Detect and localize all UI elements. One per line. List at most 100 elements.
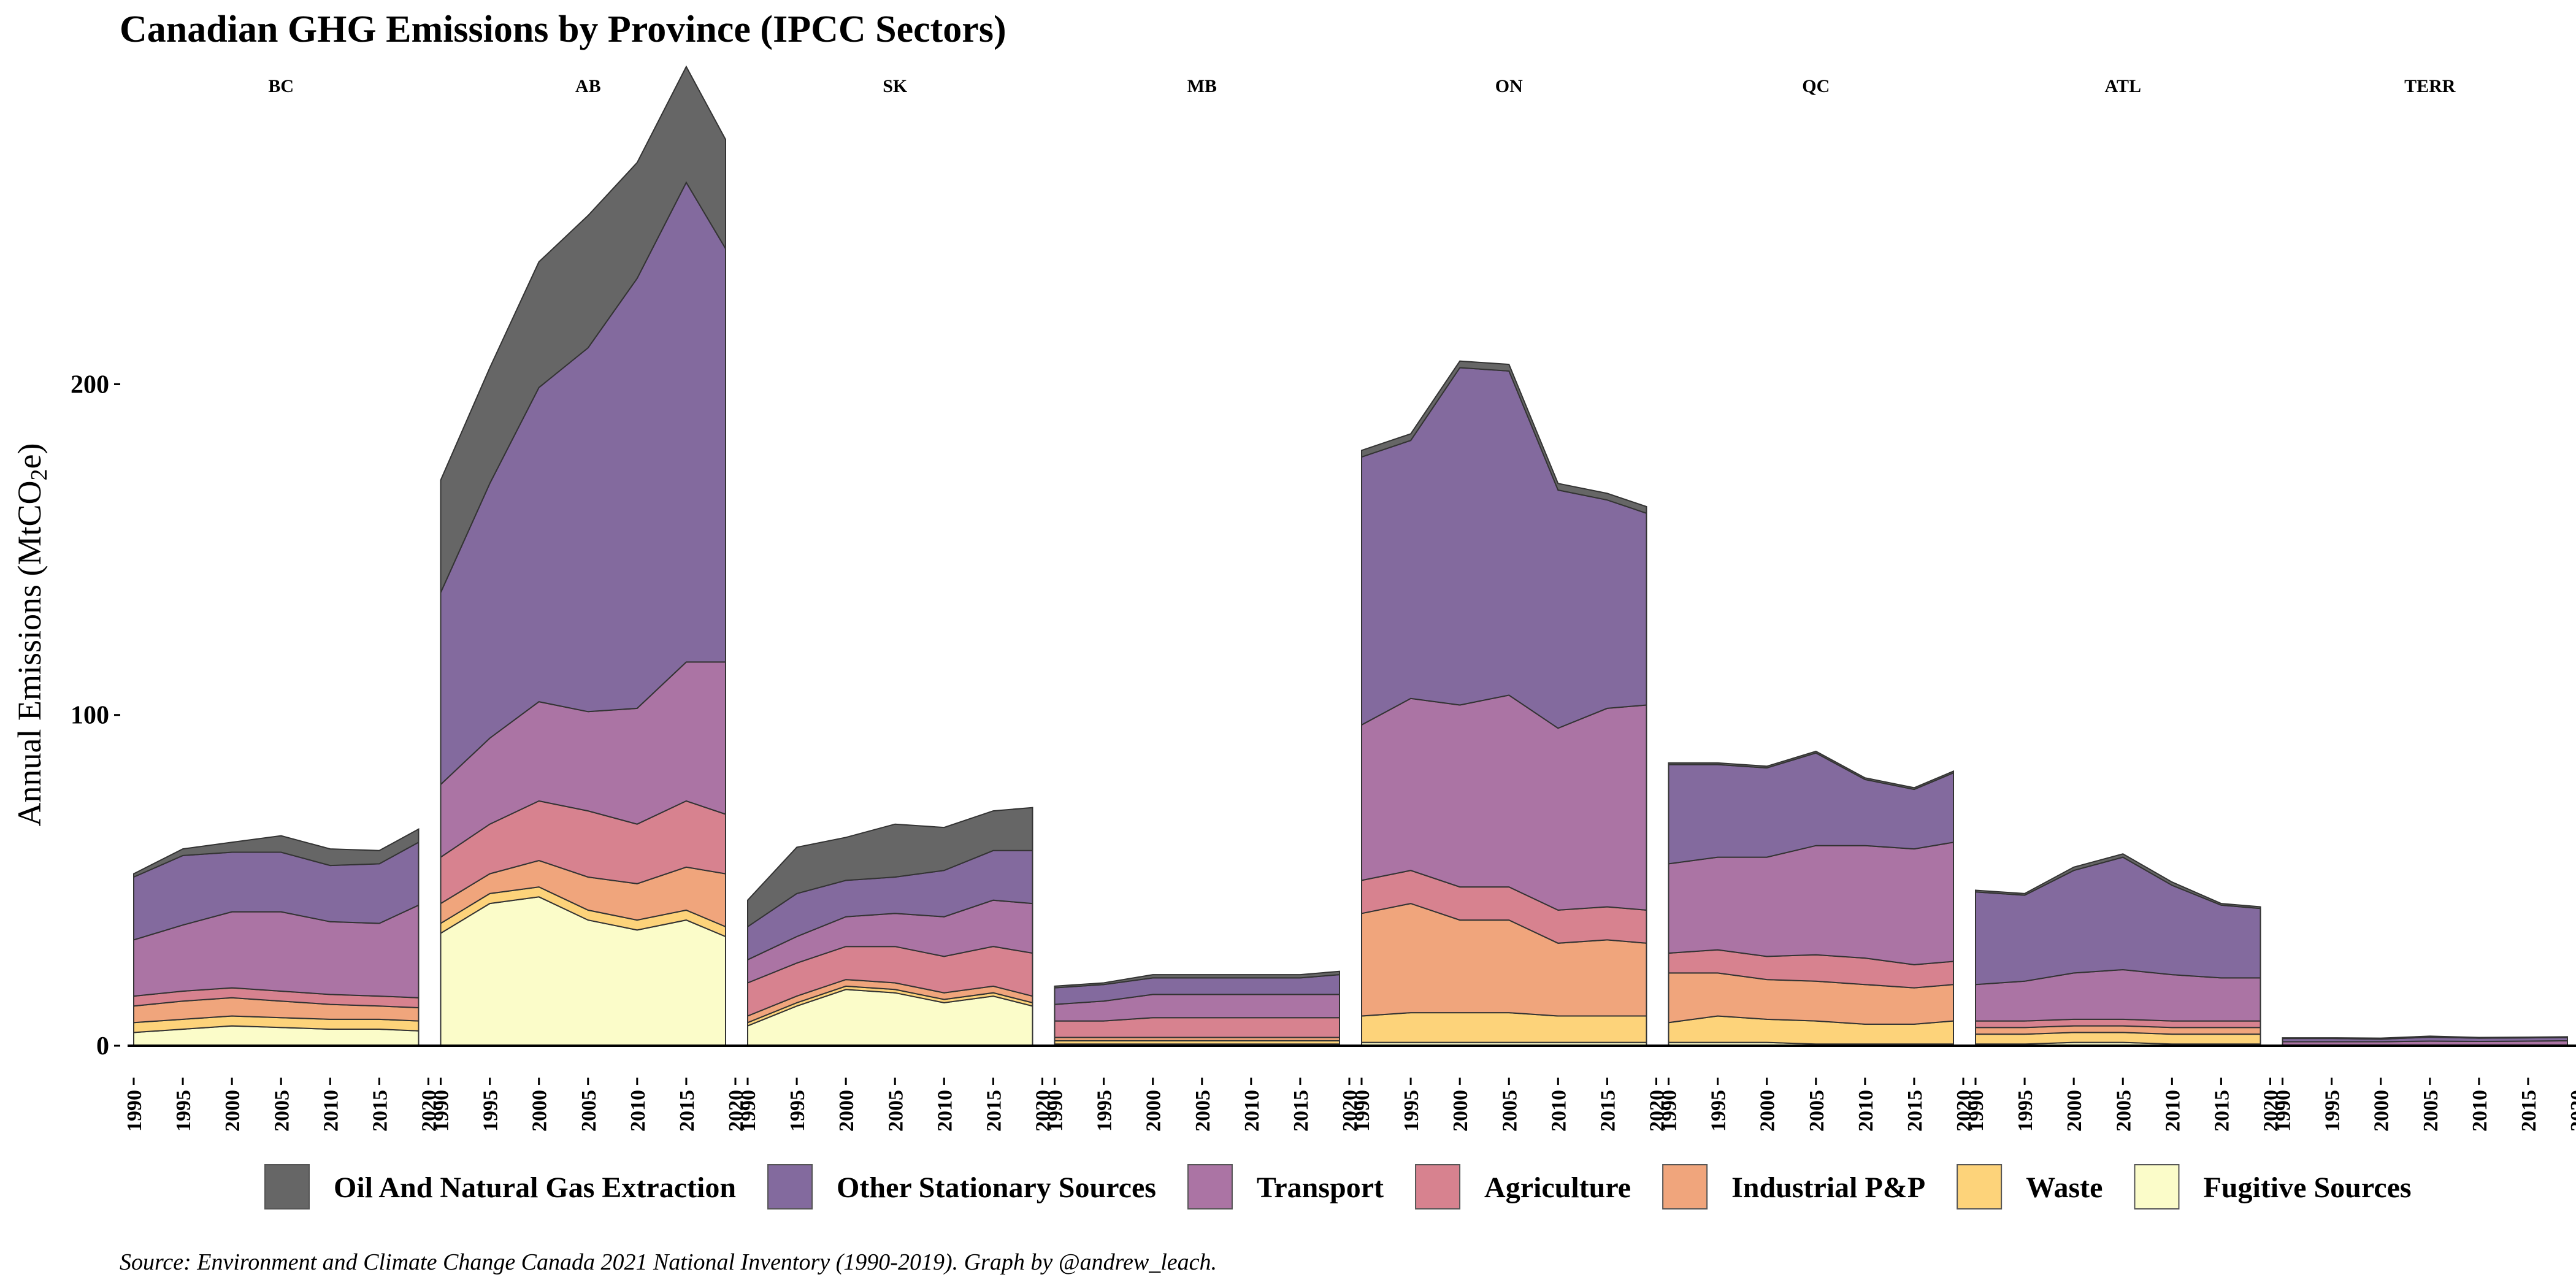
facet-label: BC	[268, 76, 294, 96]
facet-on: ON 1990 1995 2000 2005 2010 2015 2020	[1351, 76, 1669, 1132]
facet-bc: BC 1990 1995 2000 2005 2010 2015 2020	[123, 76, 441, 1132]
x-tick-label: 1990	[1965, 1090, 1988, 1132]
x-tick-label: 2020	[2260, 1090, 2283, 1132]
facet-label: TERR	[2404, 76, 2456, 96]
area-oil-and-natural-gas-extraction	[1668, 750, 1954, 791]
legend-swatch	[2134, 1164, 2180, 1209]
x-tick-label: 1995	[1094, 1090, 1116, 1132]
facet-terr: TERR 1990 1995 2000 2005 2010 2015 2020	[2272, 76, 2576, 1132]
x-tick-label: 2005	[884, 1090, 907, 1132]
x-tick-label: 2015	[1904, 1090, 1926, 1132]
x-tick-label: 2010	[1855, 1090, 1877, 1132]
y-axis-label-main: Annual Emissions (MtCO	[11, 480, 48, 826]
legend-swatch	[1187, 1164, 1233, 1209]
legend-swatch	[264, 1164, 310, 1209]
facet-label: MB	[1187, 76, 1217, 96]
x-tick-label: 2000	[835, 1090, 858, 1132]
x-tick-label: 1995	[2321, 1090, 2344, 1132]
x-tick-label: 1990	[431, 1090, 453, 1132]
facet-label: QC	[1802, 76, 1830, 96]
x-tick-label: 2015	[1597, 1090, 1619, 1132]
x-tick-label: 2010	[2469, 1090, 2491, 1132]
facet-label: SK	[883, 76, 908, 96]
legend-label: Fugitive Sources	[2203, 1171, 2411, 1204]
x-tick-label: 2020	[725, 1090, 748, 1132]
x-tick-label: 2010	[320, 1090, 342, 1132]
facet-label: ON	[1495, 76, 1523, 96]
x-tick-label: 2005	[1192, 1090, 1214, 1132]
x-tick-label: 2020	[1032, 1090, 1055, 1132]
x-tick-label: 2005	[1806, 1090, 1828, 1132]
facet-ab: AB 1990 1995 2000 2005 2010 2015 2020	[431, 65, 748, 1132]
x-tick-label: 1990	[737, 1090, 760, 1132]
area-oil-and-natural-gas-extraction	[2282, 1035, 2568, 1040]
x-tick-label: 2015	[369, 1090, 391, 1132]
x-tick-label: 2000	[1143, 1090, 1165, 1132]
area-waste	[1361, 1012, 1647, 1043]
x-tick-label: 1990	[1658, 1090, 1681, 1132]
x-tick-label: 2020	[1953, 1090, 1976, 1132]
x-tick-label: 2020	[1646, 1090, 1669, 1132]
x-tick-label: 2010	[933, 1090, 956, 1132]
legend-swatch	[1957, 1164, 2003, 1209]
facet-panels: BC 1990 1995 2000 2005 2010 2015 2020 AB 1990 1995…	[123, 65, 2576, 1132]
facet-sk: SK 1990 1995 2000 2005 2010 2015 2020	[737, 76, 1055, 1132]
legend-swatch	[1415, 1164, 1461, 1209]
y-axis-label: Annual Emissions (MtCO2e)	[11, 443, 52, 827]
x-tick-label: 2000	[2371, 1090, 2393, 1132]
chart-caption: Source: Environment and Climate Change C…	[120, 1249, 1217, 1275]
y-tick-label: 0	[96, 1032, 109, 1060]
x-tick-label: 1995	[1708, 1090, 1730, 1132]
area-transport	[1668, 841, 1954, 965]
x-tick-label: 2000	[221, 1090, 244, 1132]
legend-swatch	[767, 1164, 813, 1209]
area-oil-and-natural-gas-extraction	[1054, 970, 1340, 989]
legend-swatch	[1662, 1164, 1708, 1209]
x-tick-label: 1990	[1045, 1090, 1067, 1132]
area-other-stationary-sources	[1361, 367, 1647, 729]
legend-item: Waste	[1957, 1164, 2103, 1209]
x-tick-label: 2000	[1757, 1090, 1779, 1132]
legend-label: Oil And Natural Gas Extraction	[334, 1171, 736, 1204]
x-tick-label: 2005	[1498, 1090, 1521, 1132]
legend-item: Agriculture	[1415, 1164, 1631, 1209]
area-oil-and-natural-gas-extraction	[440, 65, 726, 593]
x-tick-label: 2020	[2567, 1090, 2576, 1132]
facet-qc: QC 1990 1995 2000 2005 2010 2015 2020	[1658, 76, 1976, 1132]
area-oil-and-natural-gas-extraction	[1361, 360, 1647, 515]
legend-label: Waste	[2026, 1171, 2103, 1204]
x-tick-label: 2015	[983, 1090, 1005, 1132]
x-tick-label: 2010	[1241, 1090, 1263, 1132]
x-tick-label: 1995	[2014, 1090, 2037, 1132]
legend-label: Agriculture	[1484, 1171, 1631, 1204]
facet-atl: ATL 1990 1995 2000 2005 2010 2015 2020	[1965, 76, 2283, 1132]
area-other-stationary-sources	[1668, 752, 1954, 865]
legend-label: Other Stationary Sources	[837, 1171, 1156, 1204]
x-tick-label: 2010	[1547, 1090, 1570, 1132]
x-tick-label: 2020	[1339, 1090, 1362, 1132]
x-tick-label: 2000	[2063, 1090, 2086, 1132]
x-tick-label: 2000	[1449, 1090, 1472, 1132]
x-tick-label: 2015	[2210, 1090, 2233, 1132]
legend-item: Industrial P&P	[1662, 1164, 1925, 1209]
legend-item: Oil And Natural Gas Extraction	[264, 1164, 736, 1209]
x-tick-label: 1990	[1351, 1090, 1374, 1132]
legend-item: Fugitive Sources	[2134, 1164, 2412, 1209]
chart-title: Canadian GHG Emissions by Province (IPCC…	[120, 9, 1006, 50]
x-tick-label: 2015	[1290, 1090, 1313, 1132]
area-oil-and-natural-gas-extraction	[1975, 853, 2261, 910]
facet-label: AB	[575, 76, 601, 96]
x-tick-label: 1995	[786, 1090, 809, 1132]
x-tick-label: 2005	[578, 1090, 600, 1132]
legend-item: Other Stationary Sources	[767, 1164, 1156, 1209]
x-tick-label: 2020	[418, 1090, 441, 1132]
x-tick-label: 1990	[123, 1090, 146, 1132]
y-tick-label: 100	[71, 702, 109, 730]
y-axis: 0 100 200	[71, 370, 120, 1060]
x-tick-label: 2010	[627, 1090, 650, 1132]
x-tick-label: 2000	[529, 1090, 551, 1132]
area-oil-and-natural-gas-extraction	[747, 807, 1033, 928]
legend: Oil And Natural Gas Extraction Other Stat…	[264, 1164, 2412, 1209]
facet-mb: MB 1990 1995 2000 2005 2010 2015 2020	[1045, 76, 1362, 1132]
